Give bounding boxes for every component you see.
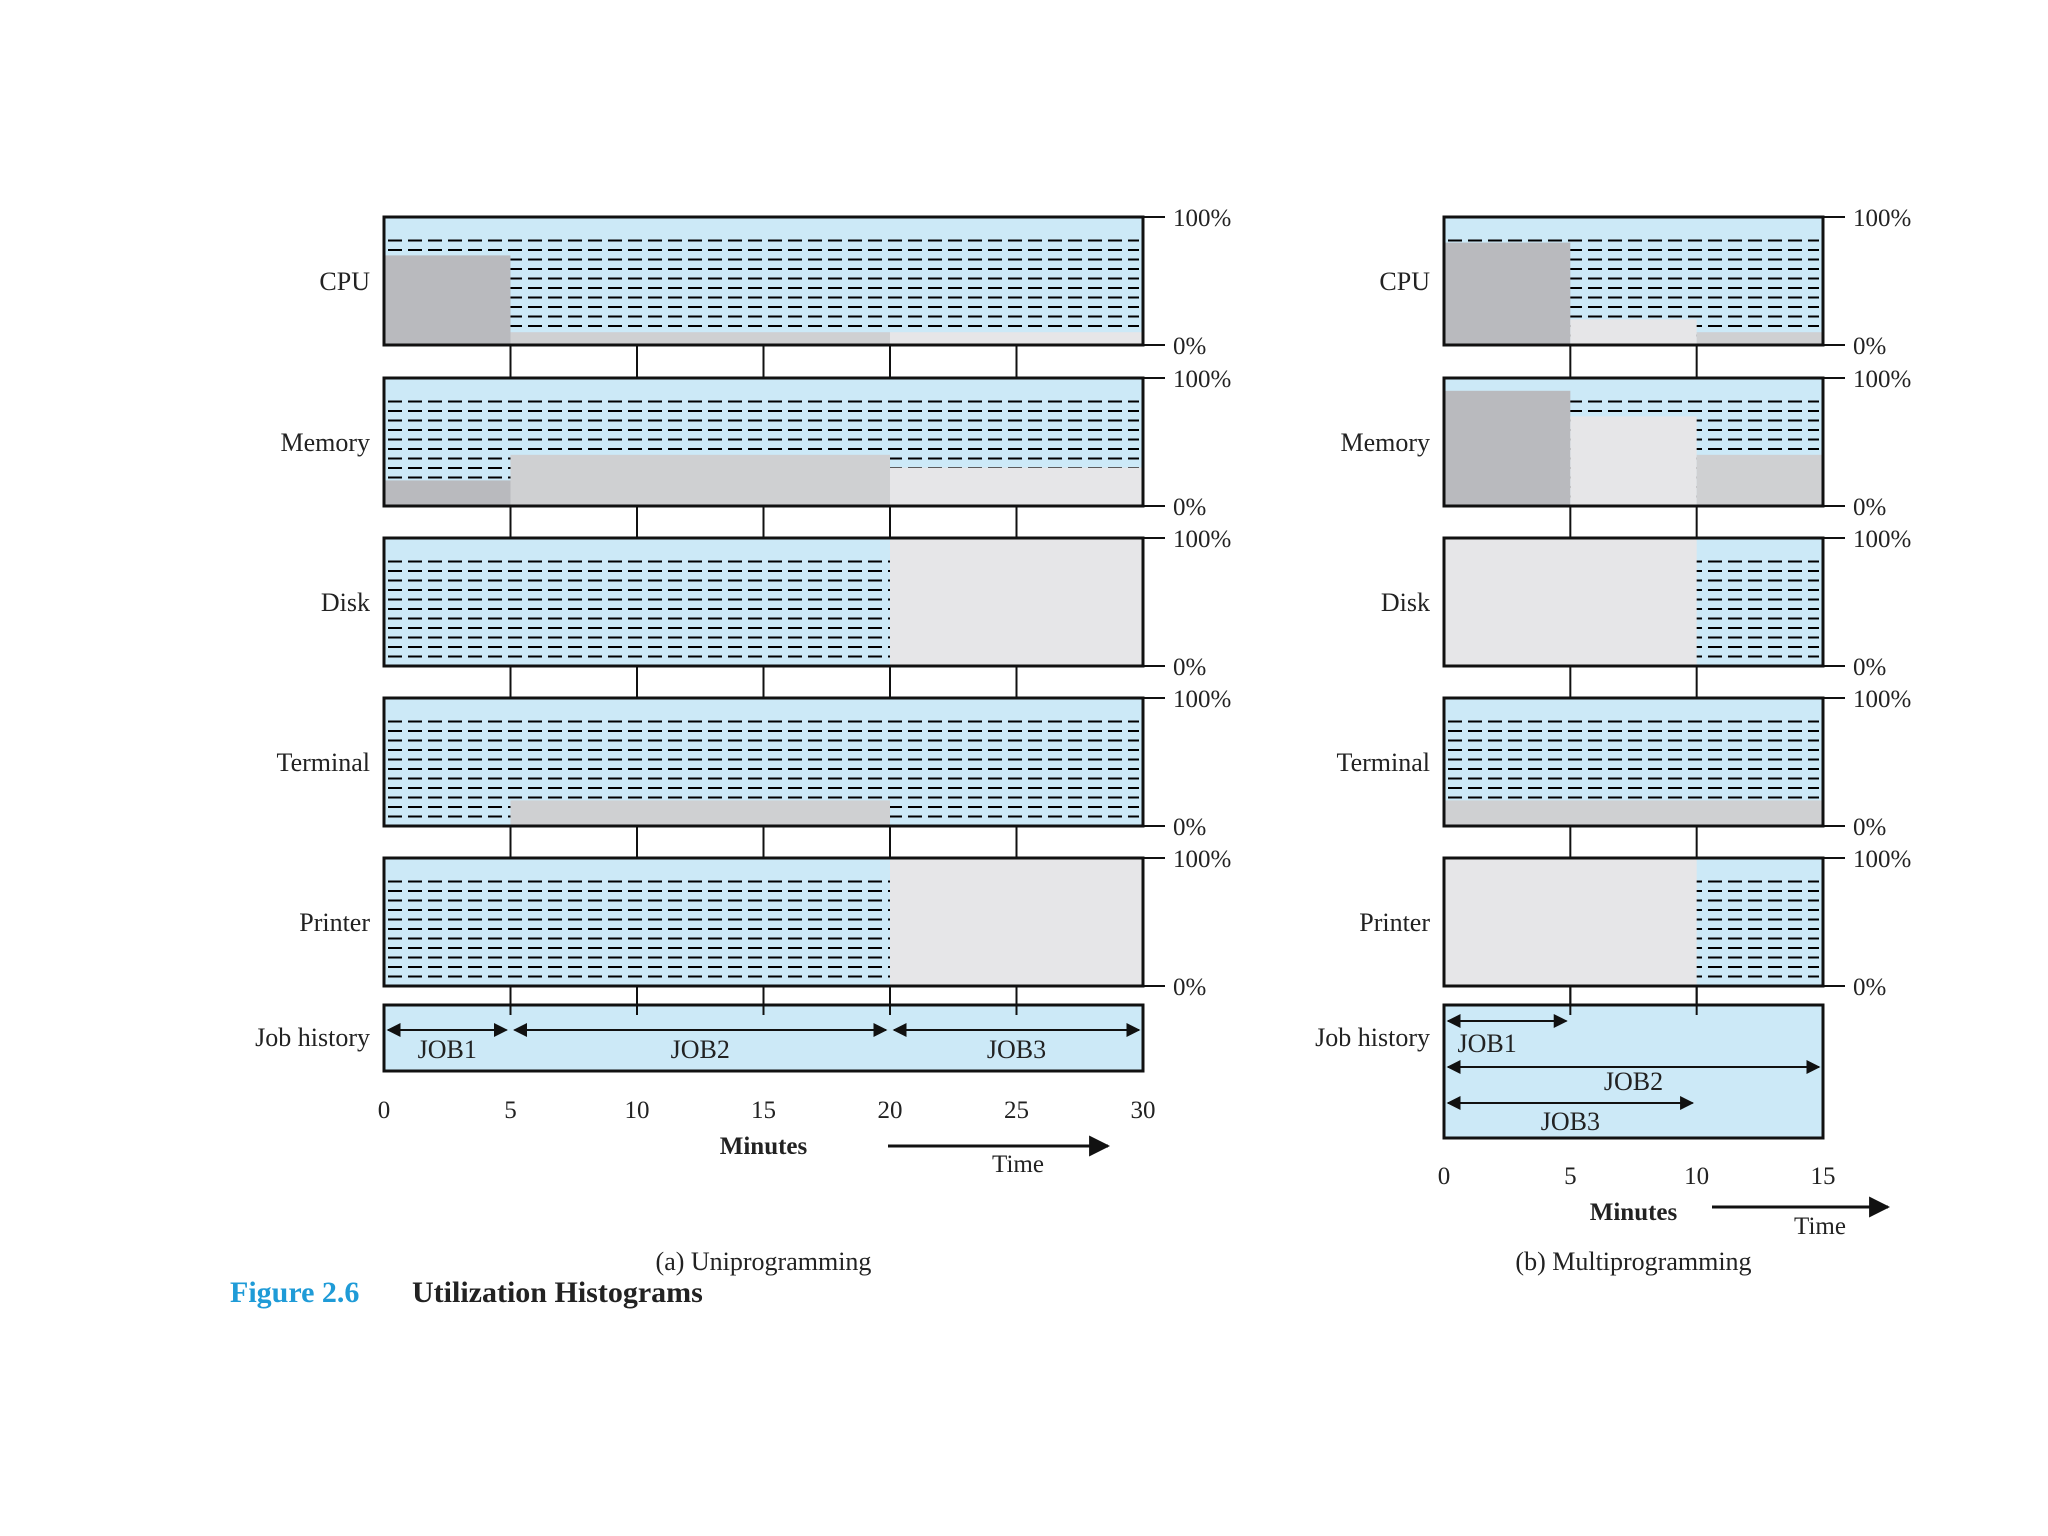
x-tick-label: 15 (751, 1097, 776, 1124)
resource-label: CPU (1379, 267, 1430, 296)
x-axis-label: Minutes (1590, 1199, 1678, 1226)
y-tick-label-100: 100% (1853, 366, 1911, 393)
job-history-label: Job history (255, 1023, 370, 1052)
resource-label: Terminal (277, 748, 370, 777)
panel-uniprogramming: 100%0%CPU100%0%Memory100%0%Disk100%0%Ter… (255, 205, 1231, 1276)
row-frame (1442, 376, 1825, 508)
utilization-bar (510, 332, 890, 345)
y-tick-label-100: 100% (1853, 526, 1911, 553)
y-tick-label-0: 0% (1173, 814, 1206, 841)
job-label: JOB3 (1541, 1107, 1600, 1136)
utilization-bar (1444, 538, 1697, 666)
x-tick-label: 5 (1564, 1163, 1577, 1190)
utilization-bar (890, 538, 1143, 666)
resource-row-memory: 100% 0% Memory (280, 366, 1231, 538)
x-tick-label: 15 (1811, 1163, 1836, 1190)
row-frame (1442, 696, 1825, 828)
job-label: JOB2 (1604, 1067, 1663, 1096)
x-tick-label: 0 (378, 1097, 391, 1124)
utilization-bar (1696, 454, 1823, 506)
row-frame (1442, 215, 1825, 347)
panel-caption: (a) Uniprogramming (656, 1247, 872, 1276)
x-tick-label: 30 (1131, 1097, 1156, 1124)
utilization-bar (1444, 800, 1823, 826)
y-tick-label-0: 0% (1173, 333, 1206, 360)
time-label: Time (992, 1151, 1044, 1178)
resource-row-memory: 100% 0% Memory (1340, 366, 1911, 538)
resource-row-disk: 100% 0% Disk (321, 526, 1231, 698)
y-tick-label-100: 100% (1853, 205, 1911, 232)
y-tick-label-0: 0% (1853, 654, 1886, 681)
resource-label: Disk (321, 588, 370, 617)
resource-label: CPU (319, 267, 370, 296)
x-tick-label: 5 (504, 1097, 517, 1124)
resource-label: Printer (1359, 908, 1430, 937)
y-tick-label-0: 0% (1853, 494, 1886, 521)
job-history: Job history JOB1 JOB2 JOB3 (255, 987, 1145, 1073)
resource-label: Memory (1340, 428, 1430, 457)
y-tick-label-100: 100% (1173, 366, 1231, 393)
resource-row-terminal: 100% 0% Terminal (1337, 686, 1911, 858)
job-history-box (382, 1003, 1145, 1073)
resource-row-disk: 100% 0% Disk (1381, 526, 1911, 698)
y-tick-label-100: 100% (1173, 526, 1231, 553)
resource-row-cpu: 100% 0% CPU (319, 205, 1231, 377)
resource-row-printer: 100% 0% Printer (1359, 846, 1911, 1018)
x-axis-label: Minutes (720, 1133, 808, 1160)
x-tick-label: 10 (1684, 1163, 1709, 1190)
y-tick-label-0: 0% (1853, 814, 1886, 841)
time-label: Time (1794, 1213, 1846, 1240)
job-history-label: Job history (1315, 1023, 1430, 1052)
figure-title: Utilization Histograms (412, 1276, 703, 1309)
y-tick-label-0: 0% (1173, 494, 1206, 521)
job-label: JOB1 (418, 1035, 477, 1064)
x-tick-label: 20 (878, 1097, 903, 1124)
resource-label: Terminal (1337, 748, 1430, 777)
resource-row-cpu: 100% 0% CPU (1379, 205, 1911, 377)
utilization-bar (1444, 858, 1697, 986)
idle-dash-lines (388, 720, 1139, 818)
utilization-bar (510, 454, 890, 506)
y-tick-label-100: 100% (1173, 205, 1231, 232)
utilization-bar (890, 332, 1143, 345)
row-frame (1442, 856, 1825, 988)
resource-row-terminal: 100% 0% Terminal (277, 686, 1231, 858)
x-tick-label: 10 (625, 1097, 650, 1124)
y-tick-label-100: 100% (1853, 846, 1911, 873)
utilization-bar (1444, 242, 1571, 345)
resource-label: Memory (280, 428, 370, 457)
utilization-bar (510, 800, 890, 826)
y-tick-label-100: 100% (1173, 846, 1231, 873)
row-frame (1442, 536, 1825, 668)
utilization-bar (890, 467, 1143, 506)
utilization-bar (384, 255, 511, 345)
utilization-bar (1570, 416, 1697, 506)
resource-row-printer: 100% 0% Printer (299, 846, 1231, 1018)
utilization-bar (1696, 332, 1823, 345)
utilization-bar (1444, 390, 1571, 506)
y-tick-label-0: 0% (1853, 974, 1886, 1001)
resource-label: Printer (299, 908, 370, 937)
y-tick-label-0: 0% (1173, 974, 1206, 1001)
y-tick-label-100: 100% (1853, 686, 1911, 713)
x-tick-label: 0 (1438, 1163, 1451, 1190)
utilization-bar (384, 480, 511, 506)
y-tick-label-100: 100% (1173, 686, 1231, 713)
utilization-bar (890, 858, 1143, 986)
y-tick-label-0: 0% (1853, 333, 1886, 360)
panel-multiprogramming: 100%0%CPU100%0%Memory100%0%Disk100%0%Ter… (1315, 205, 1911, 1276)
job-label: JOB2 (671, 1035, 730, 1064)
utilization-bar (1570, 319, 1697, 345)
y-tick-label-0: 0% (1173, 654, 1206, 681)
job-label: JOB1 (1458, 1029, 1517, 1058)
panel-caption: (b) Multiprogramming (1515, 1247, 1751, 1276)
figure-number: Figure 2.6 (230, 1276, 359, 1309)
resource-label: Disk (1381, 588, 1430, 617)
job-label: JOB3 (987, 1035, 1046, 1064)
x-tick-label: 25 (1004, 1097, 1029, 1124)
